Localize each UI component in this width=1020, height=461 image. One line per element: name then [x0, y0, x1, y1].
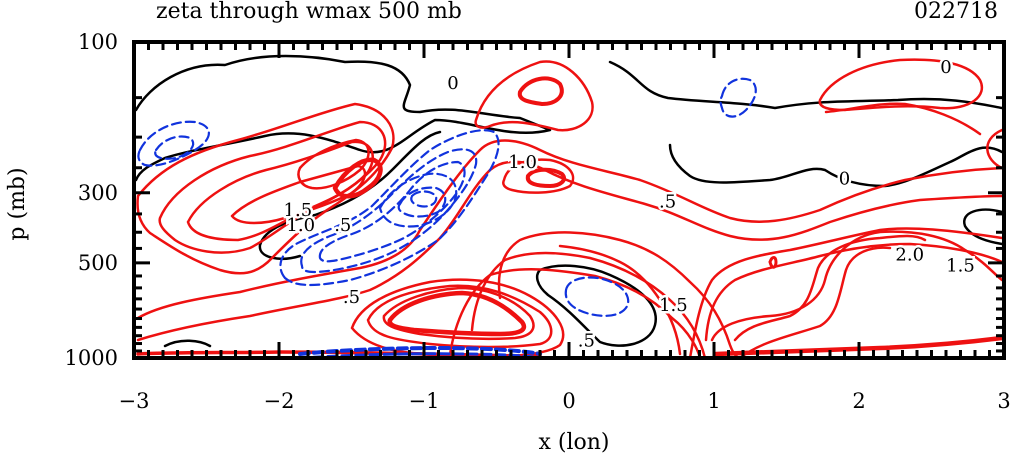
contour-lines: [134, 54, 1005, 360]
x-tick-label: −3: [119, 389, 150, 413]
contour-label: 1.0: [508, 152, 537, 173]
x-tick-label: 0: [562, 389, 575, 413]
positive-contour: [688, 227, 1004, 360]
axis-ticks: [132, 40, 1006, 360]
positive-contour: [986, 128, 1004, 170]
contour-label: .5: [659, 192, 676, 213]
zero-contour: [258, 130, 442, 260]
contour-label: .5: [578, 330, 595, 351]
contour-label: 1.0: [286, 215, 315, 236]
x-axis-label: x (lon): [538, 430, 609, 455]
x-tick-labels: −3 −2 −1 0 1 2 3: [119, 389, 1011, 413]
positive-contour: [517, 76, 564, 106]
contour-label: 1.5: [284, 200, 313, 221]
x-tick-label: 1: [707, 389, 720, 413]
positive-contour: [738, 246, 892, 360]
positive-contour: [525, 167, 567, 188]
positive-contour: [136, 102, 395, 275]
negative-contour: [300, 148, 478, 274]
positive-contour: [497, 231, 742, 360]
zero-contour: [963, 208, 1004, 246]
contour-label: .5: [334, 215, 351, 236]
contour-label: 1.5: [659, 295, 688, 316]
y-tick-label: 1000: [65, 346, 118, 370]
positive-contour: [332, 157, 383, 199]
contour-label: 1.5: [946, 256, 975, 277]
negative-contour: [410, 190, 438, 208]
negative-contour: [279, 129, 500, 287]
positive-contour: [768, 256, 778, 269]
contour-label: 0: [839, 168, 850, 189]
x-tick-label: −1: [409, 389, 440, 413]
positive-contour: [136, 350, 542, 358]
negative-contour: [318, 160, 466, 263]
contour-label: 2.0: [895, 244, 924, 265]
negative-contour: [719, 77, 757, 118]
y-tick-label: 300: [78, 181, 118, 205]
chart-title: zeta through wmax 500 mb: [156, 0, 462, 24]
positive-contour: [733, 234, 927, 342]
negative-contour: [397, 186, 447, 218]
x-tick-label: 3: [997, 389, 1010, 413]
chart-date-label: 022718: [914, 0, 998, 24]
positive-contour: [474, 60, 594, 132]
positive-contour: [387, 290, 527, 337]
zero-contour: [535, 264, 658, 347]
contour-label: 0: [447, 73, 458, 94]
positive-contour: [382, 286, 535, 341]
contour-label: .5: [343, 287, 360, 308]
negative-contour: [298, 352, 542, 360]
positive-contour: [366, 284, 553, 349]
negative-contour: [378, 172, 458, 228]
positive-contour: [558, 244, 682, 356]
positive-contour: [704, 242, 1004, 342]
y-tick-labels: 100 300 500 1000: [65, 30, 118, 370]
zero-contour: [668, 143, 1004, 188]
positive-contour: [186, 140, 374, 242]
negative-contour: [137, 120, 210, 167]
y-tick-label: 100: [78, 30, 118, 54]
y-axis-label: p (mb): [5, 167, 30, 240]
positive-contour: [136, 139, 1004, 320]
positive-contour: [230, 164, 367, 225]
positive-contour: [297, 138, 370, 190]
zero-contour: [163, 339, 212, 348]
y-tick-label: 500: [78, 251, 118, 275]
negative-contour: [154, 135, 195, 160]
positive-contour: [824, 102, 982, 136]
positive-contour: [710, 230, 1004, 342]
contour-label: 0: [940, 57, 951, 78]
x-tick-label: −2: [264, 389, 295, 413]
x-tick-label: 2: [852, 389, 865, 413]
positive-contour: [502, 158, 575, 194]
zero-contour: [134, 54, 552, 182]
zero-contour: [608, 60, 1004, 110]
